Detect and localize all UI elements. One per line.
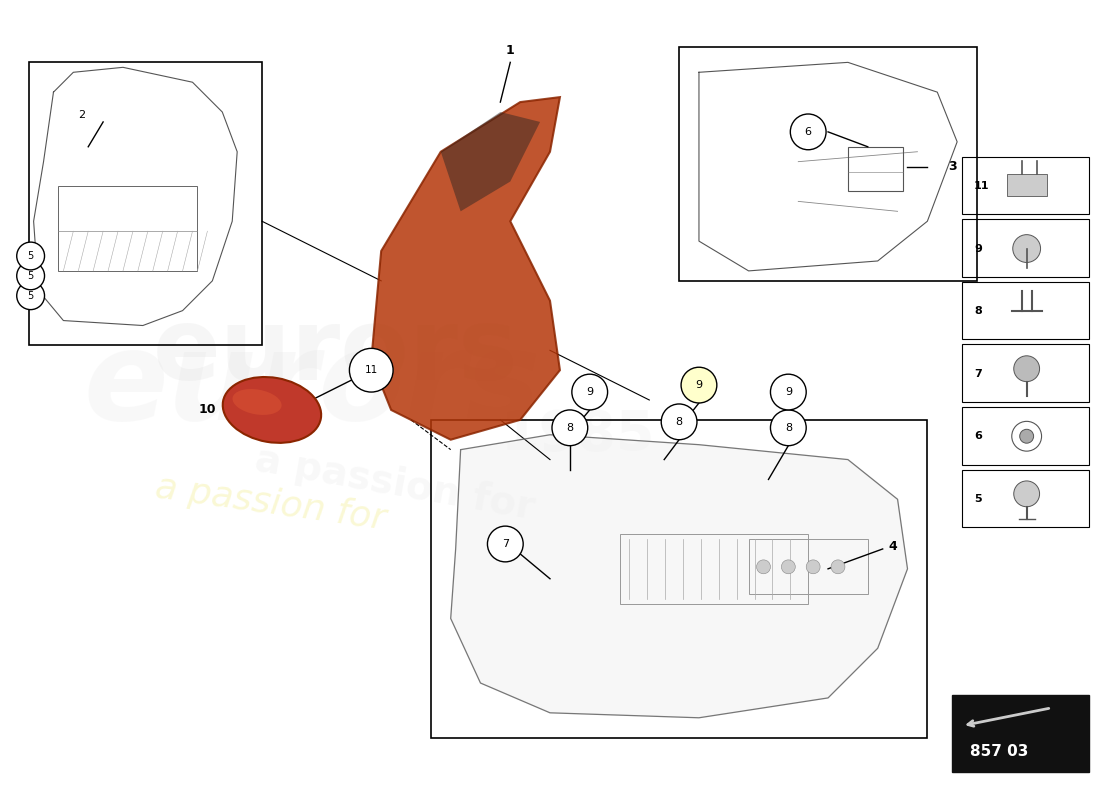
Text: 8: 8 (566, 423, 573, 433)
Bar (749, 539, 868, 594)
Circle shape (770, 374, 806, 410)
Bar (1006, 174, 1046, 196)
Bar (962, 157, 1089, 214)
Bar (962, 344, 1089, 402)
Bar (962, 282, 1089, 339)
Circle shape (1014, 356, 1040, 382)
Circle shape (661, 404, 697, 440)
Text: 6: 6 (805, 127, 812, 137)
Circle shape (16, 282, 44, 310)
Text: 7: 7 (974, 369, 982, 378)
Circle shape (1014, 481, 1040, 506)
Text: a passion for: a passion for (153, 470, 388, 536)
Text: 1: 1 (506, 44, 515, 57)
Text: 9: 9 (974, 243, 982, 254)
Text: 8: 8 (675, 417, 683, 427)
Bar (962, 219, 1089, 277)
Text: 5: 5 (28, 290, 34, 301)
Text: 9: 9 (695, 380, 703, 390)
Circle shape (552, 410, 587, 446)
Text: 4: 4 (888, 541, 896, 554)
Polygon shape (372, 97, 560, 440)
Circle shape (572, 374, 607, 410)
Circle shape (830, 560, 845, 574)
Bar (679, 47, 977, 281)
Bar (953, 695, 1089, 772)
Bar (962, 470, 1089, 527)
Bar (962, 407, 1089, 465)
Circle shape (757, 560, 770, 574)
Text: 6: 6 (974, 431, 982, 442)
Text: 5: 5 (974, 494, 981, 504)
Text: 2: 2 (78, 110, 85, 120)
Text: 9: 9 (784, 387, 792, 397)
Bar (431, 420, 927, 738)
Text: 8: 8 (974, 306, 982, 316)
Text: 11: 11 (364, 366, 378, 375)
Text: 857 03: 857 03 (970, 744, 1028, 759)
Text: 7: 7 (502, 539, 509, 549)
Circle shape (16, 242, 44, 270)
Circle shape (790, 114, 826, 150)
Bar (58, 186, 198, 271)
Circle shape (781, 560, 795, 574)
Circle shape (770, 410, 806, 446)
Circle shape (806, 560, 821, 574)
Ellipse shape (232, 389, 282, 415)
Ellipse shape (222, 377, 321, 443)
Polygon shape (451, 434, 908, 718)
Bar (619, 534, 808, 603)
Circle shape (1020, 430, 1034, 443)
Text: 10: 10 (199, 403, 216, 417)
Text: eurors: eurors (84, 325, 540, 446)
Text: 1985: 1985 (500, 408, 654, 462)
Circle shape (350, 348, 393, 392)
Circle shape (487, 526, 524, 562)
Circle shape (16, 262, 44, 290)
Circle shape (1013, 234, 1041, 262)
Text: 11: 11 (974, 181, 990, 191)
Text: 5: 5 (28, 251, 34, 261)
Polygon shape (441, 112, 540, 211)
Text: 3: 3 (948, 160, 957, 173)
Text: 9: 9 (586, 387, 593, 397)
Circle shape (681, 367, 717, 403)
Bar (848, 146, 902, 191)
Text: a passion for: a passion for (252, 441, 538, 527)
Bar (29, 62, 262, 346)
Text: eurors: eurors (153, 304, 518, 401)
Text: 5: 5 (28, 271, 34, 281)
Text: 8: 8 (784, 423, 792, 433)
